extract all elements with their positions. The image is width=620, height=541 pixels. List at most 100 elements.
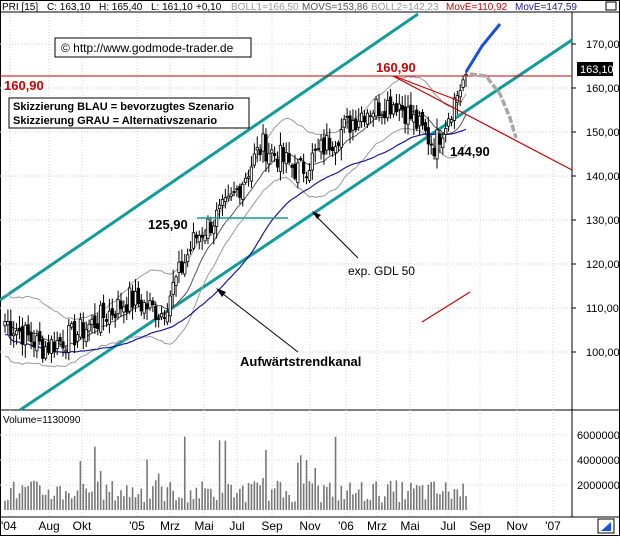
candle-55 — [162, 309, 167, 326]
candle-84 — [246, 169, 251, 187]
candle-68 — [200, 227, 204, 250]
scale-icon[interactable] — [597, 518, 615, 534]
bollinger-lower — [5, 127, 467, 368]
candle-44 — [130, 284, 135, 320]
candle-22 — [67, 318, 71, 361]
candle-71 — [209, 216, 213, 236]
candle-125 — [365, 109, 370, 128]
red-triangle-top — [393, 75, 463, 103]
channel-upper-line — [0, 12, 419, 302]
candle-103 — [302, 153, 306, 183]
candle-104 — [304, 171, 309, 185]
candle-19 — [58, 333, 62, 348]
annotation-arrows — [216, 211, 359, 353]
x-label-11: Mai — [400, 519, 419, 533]
watermark-text[interactable]: © http://www.godmode-trader.de — [61, 41, 234, 55]
candle-57 — [168, 290, 172, 323]
trend-arrow-head — [216, 288, 226, 297]
candle-56 — [165, 303, 169, 326]
trend-channel — [0, 12, 573, 412]
candle-117 — [342, 114, 346, 134]
candle-92 — [270, 143, 274, 163]
candle-67 — [197, 230, 201, 250]
candle-63 — [186, 248, 190, 268]
candle-7 — [23, 322, 27, 358]
candle-47 — [139, 294, 143, 316]
x-label-9: '06 — [338, 519, 354, 533]
volume-bars — [4, 436, 467, 510]
price-grid — [0, 14, 572, 517]
candle-98 — [287, 142, 291, 166]
candle-132 — [386, 91, 390, 122]
candle-32 — [96, 312, 100, 336]
candle-64 — [188, 241, 193, 255]
candlesticks — [3, 71, 468, 363]
candle-3 — [12, 321, 16, 348]
candle-96 — [281, 142, 285, 175]
candle-18 — [55, 331, 59, 356]
red-downtrend-line — [392, 75, 573, 171]
header-move-blue: MovE=147,59 — [515, 2, 577, 13]
candle-36 — [107, 298, 111, 334]
candle-43 — [128, 281, 132, 315]
candle-48 — [142, 299, 146, 320]
candle-75 — [220, 194, 225, 217]
header-move-red: MovE=110,92 — [446, 2, 508, 13]
x-axis-labels: '04 Aug Okt '05 Mrz Mai Jul Sep Nov '06 Mrz Mai Jul S… — [1, 519, 561, 533]
candle-81 — [238, 183, 242, 205]
level-125-label: 125,90 — [148, 217, 188, 232]
candle-76 — [223, 188, 227, 209]
x-label-3: '05 — [129, 519, 145, 533]
candle-146 — [426, 116, 430, 155]
header-boll2: BOLL2=142,23 — [371, 2, 439, 13]
candle-145 — [423, 118, 428, 135]
watermark-box — [54, 37, 252, 58]
candle-46 — [136, 281, 140, 307]
candle-149 — [435, 118, 439, 169]
candle-26 — [78, 312, 82, 340]
candle-59 — [174, 274, 178, 297]
candle-90 — [264, 128, 268, 172]
resize-box[interactable] — [605, 1, 617, 11]
candle-79 — [232, 181, 236, 197]
y-label-100: 100,00 — [586, 347, 620, 359]
candle-153 — [447, 112, 451, 132]
gdl-label: exp. GDL 50 — [348, 264, 415, 278]
candle-141 — [412, 105, 416, 136]
candle-72 — [212, 220, 216, 245]
candle-154 — [449, 116, 454, 127]
candle-87 — [255, 136, 259, 163]
x-label-14: Nov — [506, 519, 527, 533]
candle-13 — [41, 335, 45, 363]
gdl-arrow-head — [312, 211, 321, 219]
candle-120 — [351, 109, 355, 141]
candle-123 — [360, 106, 364, 128]
candle-113 — [331, 141, 335, 158]
x-label-4: Mrz — [160, 519, 180, 533]
candle-140 — [409, 92, 413, 121]
candle-40 — [119, 292, 123, 318]
y-label-170: 170,00 — [586, 39, 620, 51]
candle-156 — [455, 90, 459, 115]
candle-4 — [14, 323, 19, 345]
price-tag-text: 163,10 — [580, 64, 614, 76]
candle-133 — [389, 88, 393, 119]
trend-arrow-line — [217, 289, 299, 353]
candle-101 — [296, 158, 300, 189]
candle-95 — [278, 132, 283, 181]
header-boll1: BOLL1=166,50 — [231, 2, 299, 13]
candle-34 — [101, 294, 106, 331]
price-tag-box — [577, 62, 613, 76]
x-label-7: Sep — [261, 519, 283, 533]
candle-5 — [17, 315, 22, 340]
vol-label-1: 4000000 — [577, 455, 620, 467]
y-label-130: 130,00 — [586, 215, 620, 227]
header-row: PRI [15] C: 163,10 H: 165,40 L: 161,10 +… — [2, 1, 617, 13]
candle-61 — [180, 249, 184, 275]
candle-127 — [371, 109, 375, 127]
candle-6 — [20, 317, 24, 356]
blue-scenario-arrow — [464, 23, 502, 73]
candle-39 — [116, 290, 120, 320]
resistance-label-left: 160,90 — [4, 78, 44, 93]
